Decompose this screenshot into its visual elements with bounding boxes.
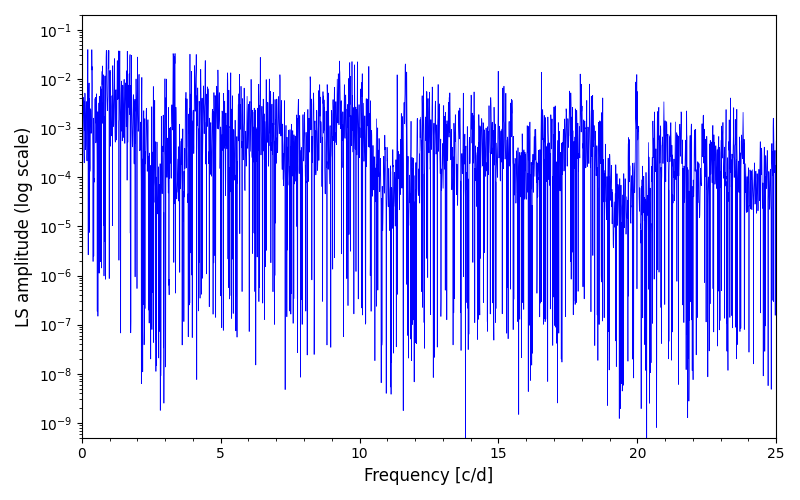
X-axis label: Frequency [c/d]: Frequency [c/d] bbox=[364, 467, 494, 485]
Y-axis label: LS amplitude (log scale): LS amplitude (log scale) bbox=[15, 126, 33, 326]
